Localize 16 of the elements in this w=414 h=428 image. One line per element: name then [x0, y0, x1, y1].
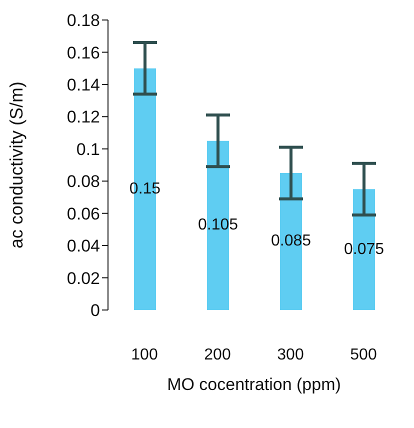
- x-tick-label: 100: [131, 346, 158, 364]
- y-tick-label: 0.18: [66, 11, 100, 30]
- y-axis-title: ac conductivity (S/m): [6, 81, 26, 249]
- y-tick-label: 0.08: [66, 172, 100, 192]
- y-tick-label: 0: [90, 301, 100, 320]
- y-tick-label: 0.14: [66, 75, 100, 94]
- y-tick-label: 0.02: [66, 268, 100, 288]
- y-tick-label: 0.04: [66, 236, 100, 256]
- x-axis-title: MO cocentration (ppm): [167, 375, 341, 394]
- y-tick-label: 0.1: [76, 140, 100, 159]
- x-tick-label: 500: [350, 346, 377, 364]
- x-tick-label: 200: [204, 346, 231, 364]
- y-tick-label: 0.12: [66, 108, 100, 127]
- y-tick-label: 0.16: [66, 43, 100, 62]
- y-tick-label: 0.06: [66, 204, 100, 224]
- x-tick-label: 300: [277, 346, 304, 364]
